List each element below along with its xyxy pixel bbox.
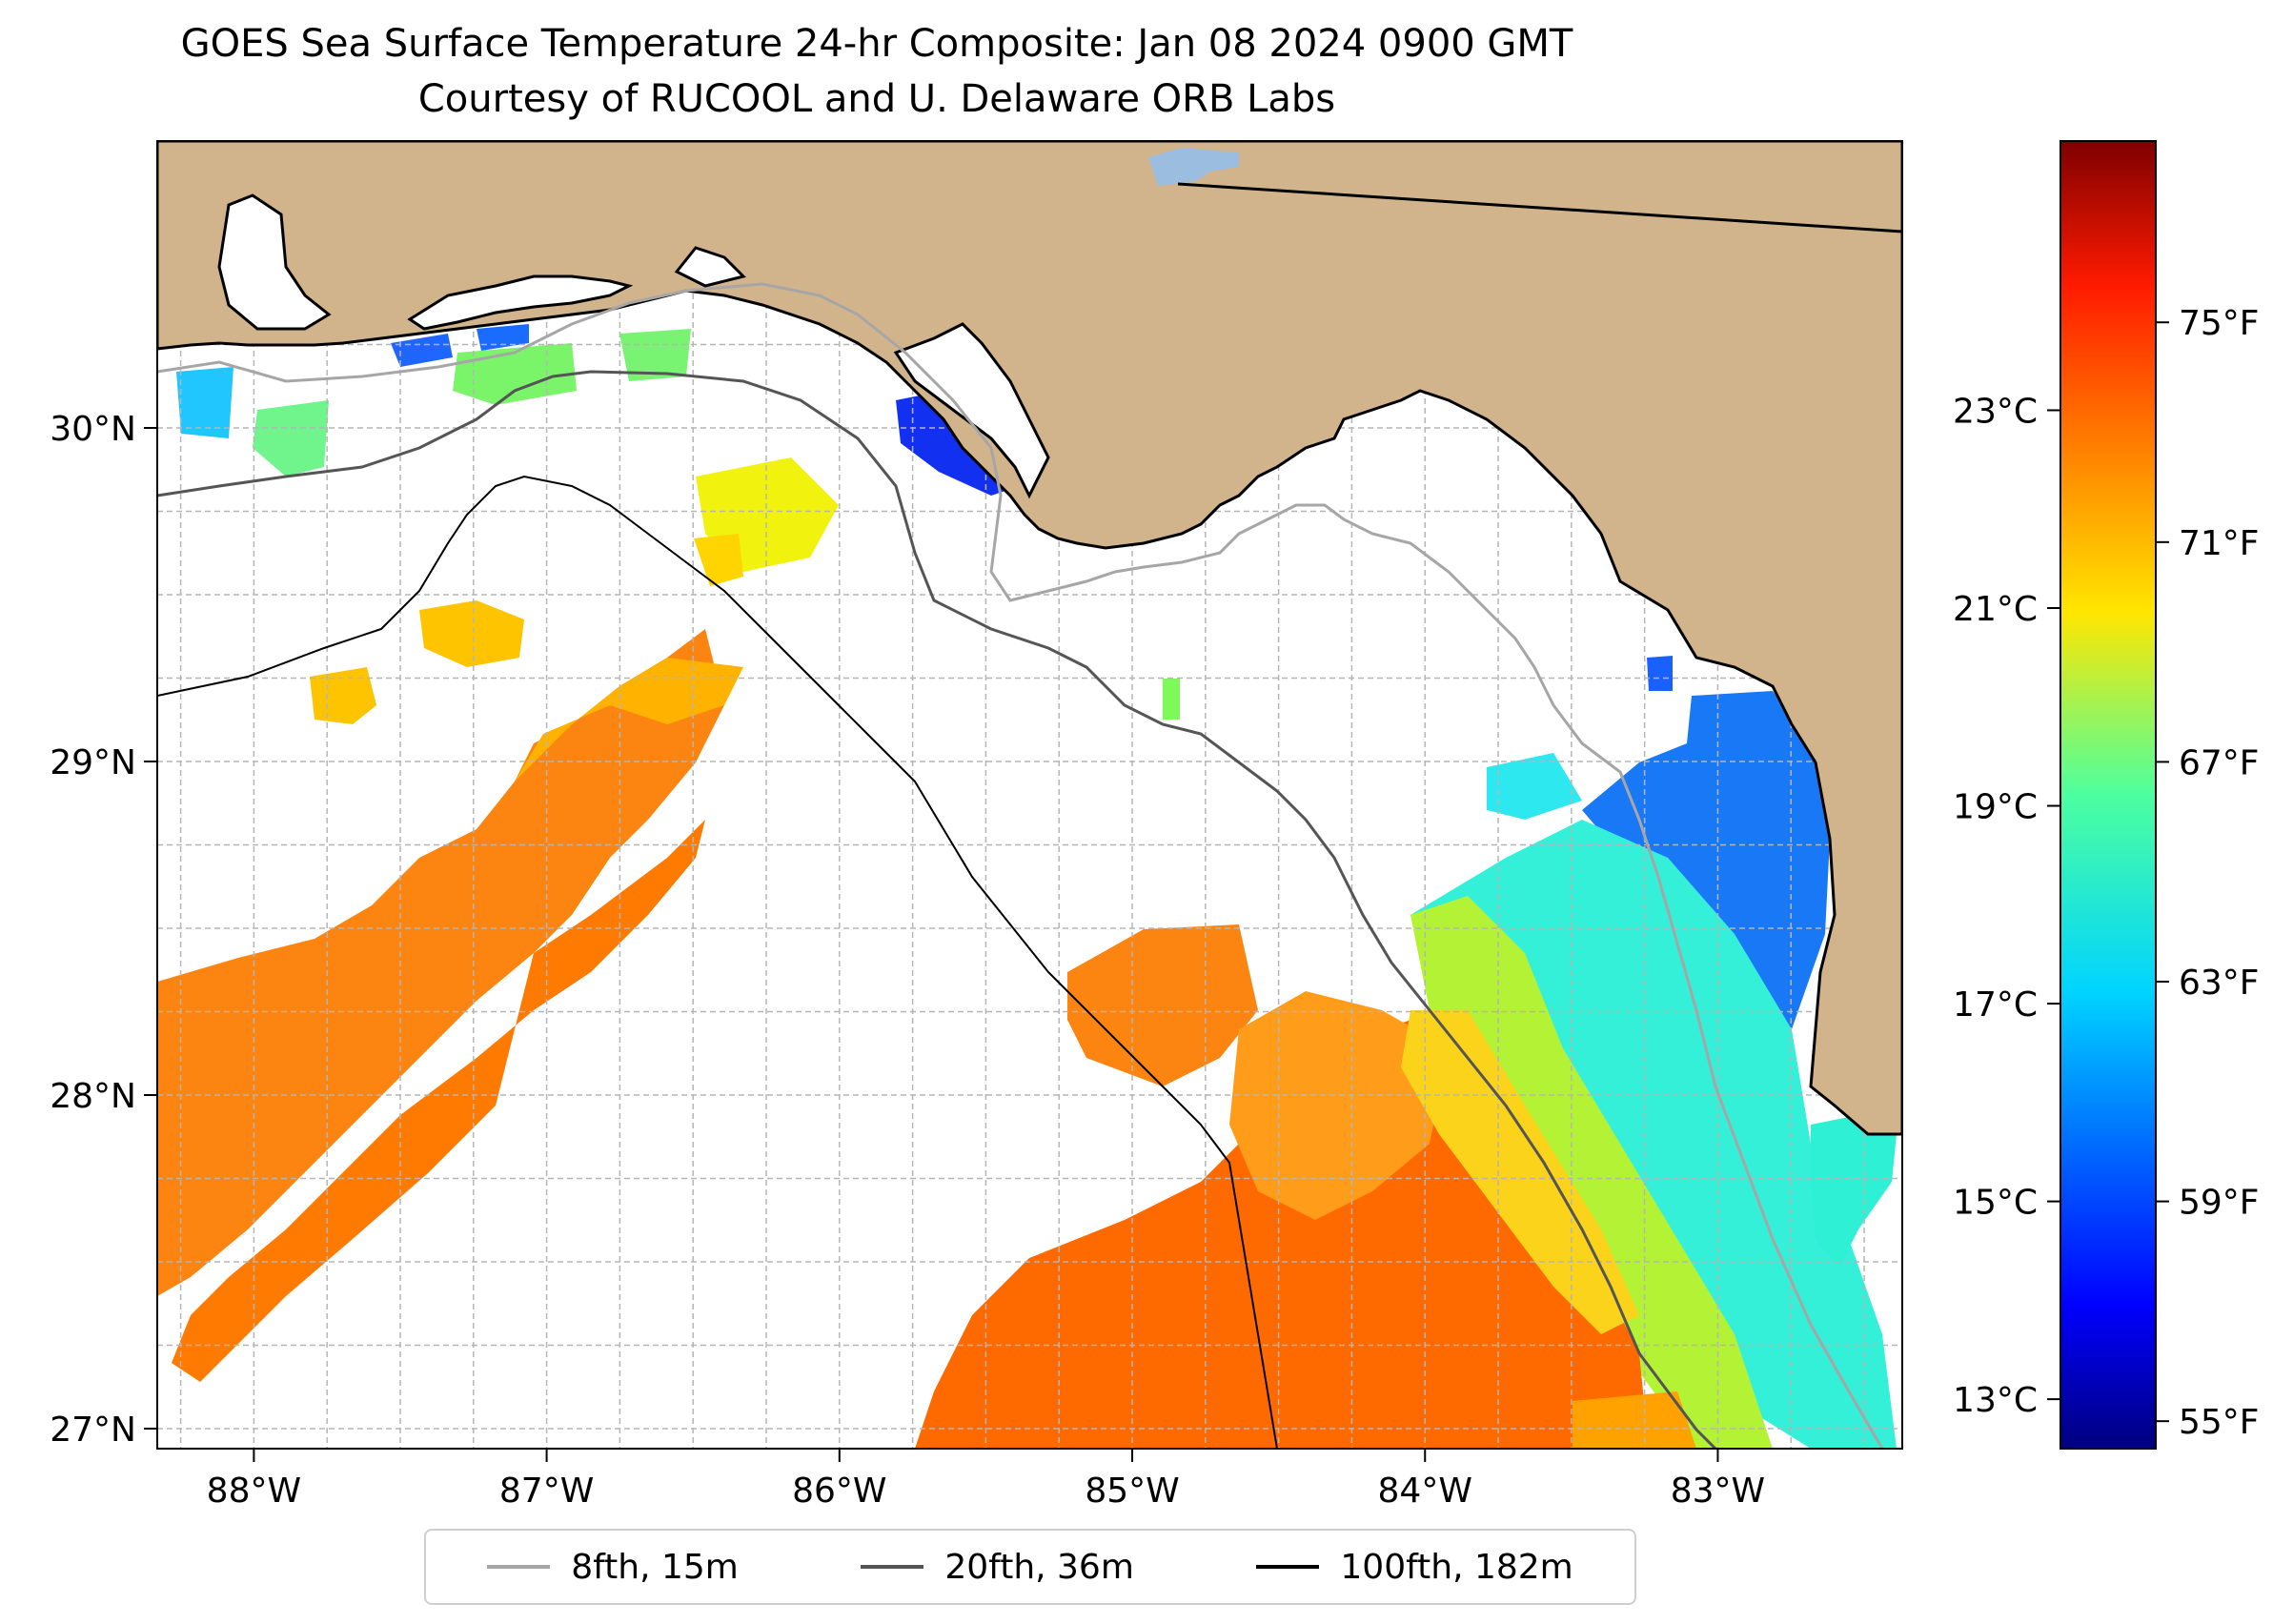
map-title: GOES Sea Surface Temperature 24-hr Compo… — [180, 22, 1573, 66]
sst-patch-amber-blob-2 — [310, 667, 376, 724]
longitude-ticks: 88°W 87°W 86°W 85°W 84°W 83°W — [207, 1449, 1765, 1511]
sst-patch-bottom-east — [1573, 1391, 1696, 1449]
map-frame — [156, 140, 1903, 1450]
sst-patch-cyan-west — [176, 367, 233, 438]
pensacola-bay — [217, 193, 332, 331]
lake-waterbody — [1148, 148, 1239, 186]
sst-patch-blue-west — [391, 334, 453, 367]
colorbar-c-tick-label: 17°C — [1953, 985, 2038, 1025]
colorbar-c-tick-label: 21°C — [1953, 590, 2038, 629]
sst-patch-yellow-small — [694, 534, 743, 586]
lat-tick-label: 28°N — [50, 1077, 136, 1116]
sst-patch-nearshore-green — [1410, 896, 1773, 1449]
legend-label-100fth: 100fth, 182m — [1340, 1547, 1573, 1587]
lon-tick-label: 88°W — [207, 1472, 301, 1511]
sst-patch-cyan-bigbend — [1487, 753, 1582, 820]
lon-tick-label: 84°W — [1378, 1472, 1472, 1511]
st-andrews-bay — [674, 246, 746, 288]
legend-label-20fth: 20fth, 36m — [944, 1547, 1134, 1587]
lon-tick-label: 83°W — [1671, 1472, 1765, 1511]
land-mass — [157, 141, 1902, 1136]
colorbar-celsius-ticks: 13°C 15°C 17°C 19°C 21°C 23°C — [1953, 392, 2060, 1420]
sst-patch-blue-west-2 — [477, 324, 529, 351]
legend-swatch-8fth — [487, 1565, 551, 1569]
sst-patch-east-cyan — [1811, 1115, 1897, 1268]
map-subtitle: Courtesy of RUCOOL and U. Delaware ORB L… — [417, 77, 1336, 121]
colorbar-f-tick-label: 63°F — [2179, 964, 2260, 1003]
legend-item-20fth: 20fth, 36m — [861, 1548, 1134, 1587]
lon-tick-label: 86°W — [792, 1472, 886, 1511]
sst-patch-southwest-warm — [157, 629, 724, 1296]
lat-tick-label: 30°N — [50, 410, 136, 449]
legend-item-100fth: 100fth, 182m — [1256, 1548, 1573, 1587]
lat-tick-label: 29°N — [50, 743, 136, 782]
sst-patch-green-west-2 — [619, 329, 691, 381]
lon-tick-label: 87°W — [499, 1472, 594, 1511]
state-boundary-line — [1177, 182, 1902, 233]
colorbar-f-tick-label: 55°F — [2179, 1403, 2260, 1442]
colorbar-c-tick-label: 23°C — [1953, 392, 2038, 431]
isobath-8fth-15m — [157, 282, 1884, 1449]
colorbar-f-tick-label: 67°F — [2179, 743, 2260, 782]
sst-patch-south-orange — [172, 820, 705, 1382]
legend-item-8fth: 8fth, 15m — [487, 1548, 739, 1587]
sst-patch-south-central-warm — [1067, 924, 1258, 1086]
sst-patch-green-west-3 — [253, 400, 329, 477]
sst-field — [157, 205, 1897, 1449]
isobath-legend: 8fth, 15m 20fth, 36m 100fth, 182m — [424, 1529, 1636, 1605]
colorbar-fahrenheit-ticks: 55°F 59°F 63°F 67°F 71°F 75°F — [2156, 304, 2260, 1442]
sst-patch-small-blue — [1647, 656, 1673, 691]
legend-swatch-20fth — [861, 1565, 924, 1569]
colorbar-f-tick-label: 59°F — [2179, 1184, 2260, 1223]
isobath-20fth-36m — [157, 370, 1717, 1449]
latitude-ticks: 30°N 29°N 28°N 27°N — [50, 410, 157, 1450]
colorbar-c-tick-label: 13°C — [1953, 1381, 2038, 1420]
isobath-100fth-182m — [157, 475, 1278, 1449]
colorbar-c-tick-label: 19°C — [1953, 788, 2038, 827]
legend-label-8fth: 8fth, 15m — [571, 1547, 739, 1587]
choctawhatchee-bay — [407, 274, 634, 331]
legend-swatch-100fth — [1256, 1565, 1320, 1569]
lon-tick-label: 85°W — [1085, 1472, 1179, 1511]
lat-tick-label: 27°N — [50, 1411, 136, 1450]
sst-patch-southwest-amber — [515, 658, 743, 782]
colorbar — [2060, 140, 2157, 1450]
sst-patch-amber-blob-1 — [419, 600, 524, 667]
sst-patch-south-central-2 — [1229, 991, 1449, 1220]
sst-patch-small-green — [1163, 679, 1180, 720]
colorbar-f-tick-label: 71°F — [2179, 524, 2260, 563]
colorbar-f-tick-label: 75°F — [2179, 304, 2260, 343]
sst-patch-south-central-yellow — [1401, 1010, 1639, 1334]
gridlines — [157, 141, 1902, 1449]
colorbar-c-tick-label: 15°C — [1953, 1184, 2038, 1223]
apalachicola-bay — [893, 322, 1050, 499]
